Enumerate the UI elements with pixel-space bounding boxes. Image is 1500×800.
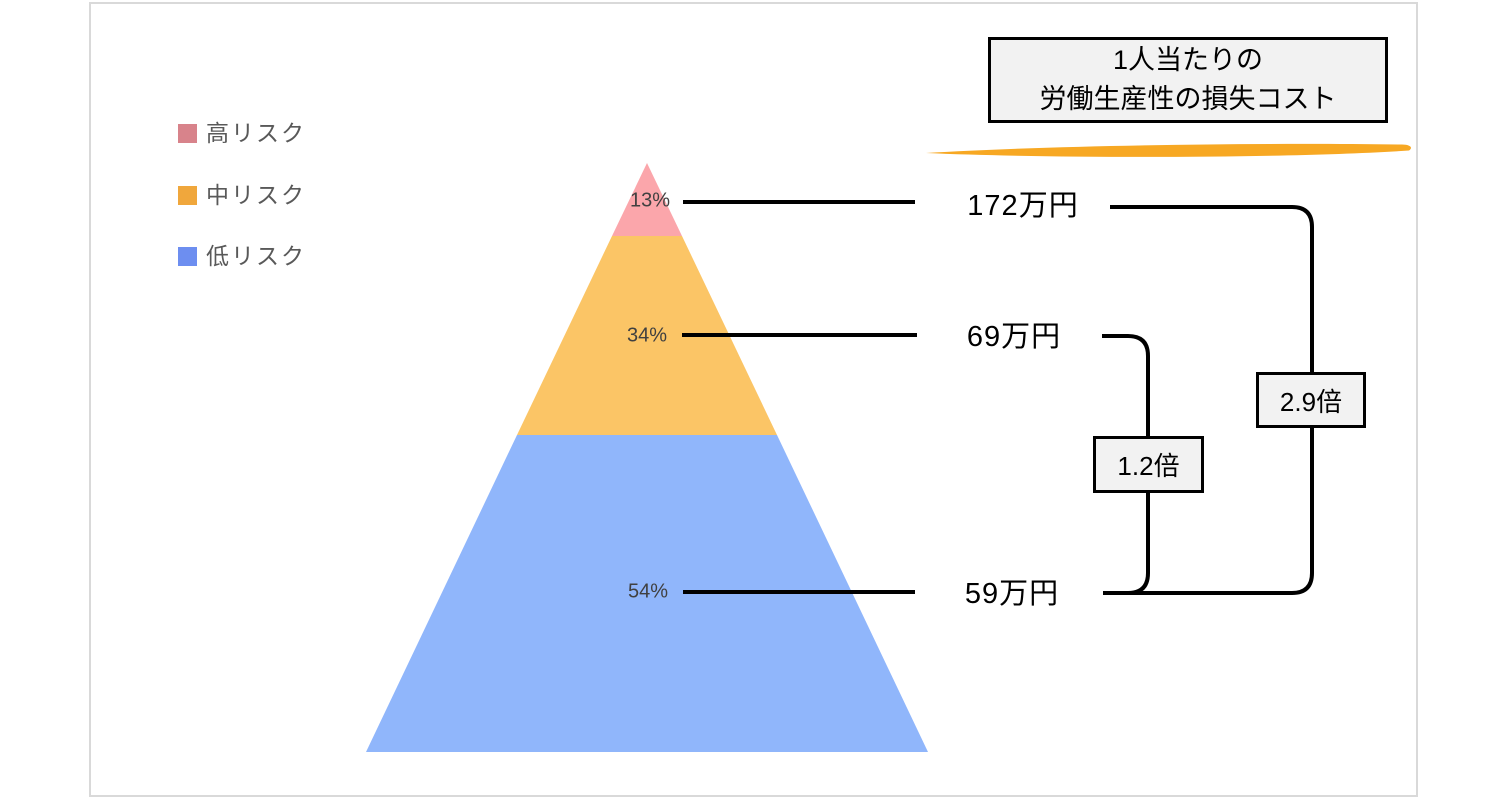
legend-label-low-risk: 低リスク [206, 243, 306, 269]
pyramid-segment-mid-risk [517, 236, 777, 435]
cost-label-high-risk: 172万円 [967, 190, 1079, 222]
legend-swatch-mid-risk-icon [178, 186, 197, 205]
legend-item-mid-risk: 中リスク [178, 182, 306, 208]
bracket-69-to-ratio-top [1102, 334, 1150, 436]
orange-underline [926, 143, 1411, 157]
title-line-2: 労働生産性の損失コスト [1039, 84, 1337, 114]
legend-swatch-low-risk-icon [178, 247, 197, 266]
bracket-172-to-ratio-top [1110, 205, 1314, 372]
legend-swatch-high-risk-icon [178, 124, 197, 143]
cost-label-low-risk: 59万円 [964, 578, 1060, 610]
percent-label-mid-risk: 34% [626, 324, 668, 347]
legend-item-high-risk: 高リスク [178, 120, 306, 146]
title-box: 1人当たりの 労働生産性の損失コスト [988, 37, 1388, 123]
title-line-1: 1人当たりの [1112, 45, 1264, 75]
legend-item-low-risk: 低リスク [178, 243, 306, 269]
cost-label-mid-risk: 69万円 [966, 321, 1062, 353]
percent-label-low-risk: 54% [627, 580, 669, 603]
ratio-box-mid-vs-low: 1.2倍 [1093, 436, 1204, 493]
legend-label-high-risk: 高リスク [206, 120, 306, 146]
pyramid-segment-low-risk [366, 435, 928, 752]
legend-label-mid-risk: 中リスク [206, 182, 306, 208]
pyramid-segment-high-risk [612, 163, 682, 236]
ratio-box-high-vs-low: 2.9倍 [1256, 372, 1366, 428]
bracket-ratio-bottom-to-59-small [1103, 493, 1150, 595]
percent-label-high-risk: 13% [629, 189, 671, 212]
bracket-ratio-bottom-to-59 [1103, 428, 1314, 595]
